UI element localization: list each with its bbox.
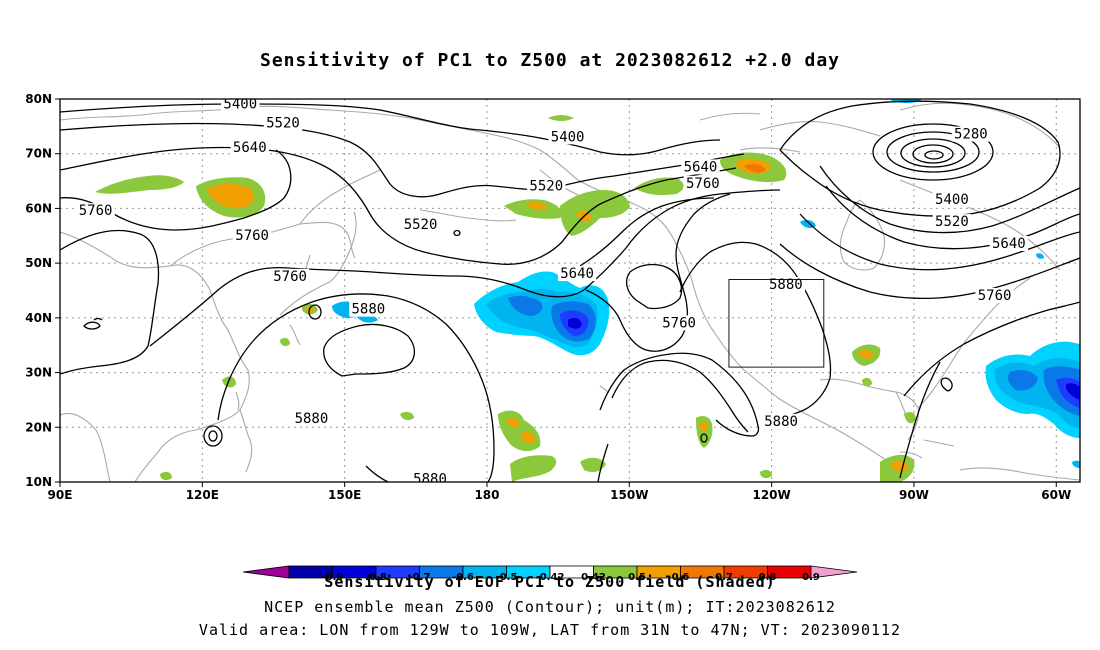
contour-label-bg <box>766 277 806 293</box>
lon-tick-label: 90W <box>899 488 929 502</box>
lon-tick-label: 150E <box>328 488 361 502</box>
caption-valid-area: Valid area: LON from 129W to 109W, LAT f… <box>198 621 902 639</box>
contour-label: 5760 <box>273 269 307 285</box>
contour-label: 5640 <box>684 159 718 175</box>
contour-label-bg <box>975 287 1014 303</box>
contour-label: 5400 <box>935 192 969 208</box>
contour-label-bg <box>548 129 587 145</box>
contour-label: 5760 <box>235 228 269 244</box>
contour-label-bg <box>681 159 720 175</box>
lat-tick-label: 40N <box>25 311 52 325</box>
contour-label-bg <box>76 203 115 219</box>
contour-label-bg <box>401 216 440 232</box>
lat-tick-label: 80N <box>25 92 52 106</box>
lon-tick-label: 180 <box>474 488 499 502</box>
colorbar-level-label: 0.42 <box>581 572 606 583</box>
colorbar-level-label: -0.9 <box>322 572 344 583</box>
contour-label: 5520 <box>935 214 969 230</box>
colorbar-labels: -0.9 -0.8 -0.7 -0.6 -0.5 -0.42 0.42 0.5 0.6 0.7 0.… <box>322 572 820 583</box>
contour-label-bg <box>221 99 260 112</box>
contour-label: 5880 <box>764 414 798 430</box>
colorbar <box>242 565 858 579</box>
colorbar-level-label: 0.7 <box>715 572 733 583</box>
contour-label: 5400 <box>551 129 585 145</box>
colorbar-level-label: 0.9 <box>802 572 820 583</box>
contour-label-bg <box>527 178 566 194</box>
contour-label-bg <box>410 471 450 482</box>
contour-label-bg <box>761 413 801 429</box>
colorbar-level-label: 0.5 <box>628 572 646 583</box>
contour-label-bg <box>349 301 388 317</box>
axis-ticks <box>55 98 1057 487</box>
contour-label-bg <box>659 315 699 331</box>
contour-label: 5640 <box>560 266 594 282</box>
contour-label: 5760 <box>686 176 720 192</box>
contour-label-bg <box>932 192 972 208</box>
contour-label: 5880 <box>769 277 803 293</box>
map-title: Sensitivity of PC1 to Z500 at 2023082612… <box>259 50 840 71</box>
lon-tick-label: 150W <box>610 488 648 502</box>
contour-label: 5640 <box>233 140 267 156</box>
lon-tick-label: 90E <box>48 488 73 502</box>
contour-label-bg <box>683 175 723 191</box>
colorbar-over-triangle <box>810 565 858 579</box>
contour-label: 5400 <box>223 96 257 112</box>
colorbar-level-label: 0.8 <box>759 572 777 583</box>
contour-label: 5520 <box>529 179 563 195</box>
colorbar-level-label: -0.42 <box>536 572 565 583</box>
contour-label-bg <box>230 140 269 156</box>
lon-tick-label: 120W <box>752 488 790 502</box>
lon-tick-label: 120E <box>186 488 219 502</box>
contour-label: 5760 <box>978 288 1012 304</box>
contour-labels: 5400552056405760576057605880588058805400… <box>76 96 1029 487</box>
valid-area-box <box>728 279 825 368</box>
lat-tick-label: 60N <box>25 201 52 215</box>
contour-label-bg <box>292 411 331 427</box>
sensitivity-shading <box>95 99 1080 482</box>
colorbar-level-label: -0.6 <box>452 572 474 583</box>
lon-axis-labels: 90E 120E 150E 180 150W 120W 90W 60W <box>48 488 1072 502</box>
contour-label: 5640 <box>992 236 1026 252</box>
contour-label-bg <box>951 126 991 142</box>
contour-label-bg <box>232 227 272 243</box>
contour-label: 5520 <box>404 217 438 233</box>
contour-label: 5760 <box>662 315 696 331</box>
contour-label: 5280 <box>954 127 988 143</box>
lat-tick-label: 10N <box>25 475 52 489</box>
lon-tick-label: 60W <box>1041 488 1071 502</box>
contour-label: 5880 <box>352 302 386 318</box>
lat-tick-label: 70N <box>25 147 52 161</box>
contour-label-bg <box>263 115 303 131</box>
z500-contours <box>60 100 1080 482</box>
contour-label-bg <box>932 214 972 230</box>
colorbar-level-label: -0.5 <box>496 572 518 583</box>
contour-label: 5880 <box>295 411 329 427</box>
contour-label: 5760 <box>79 203 113 219</box>
contour-label: 5880 <box>413 471 447 487</box>
contour-label-bg <box>557 266 597 282</box>
contour-label-bg <box>989 235 1029 251</box>
lat-tick-label: 30N <box>25 366 52 380</box>
lat-tick-label: 50N <box>25 256 52 270</box>
plot-frame <box>59 98 1081 483</box>
colorbar-level-label: -0.8 <box>365 572 387 583</box>
lat-tick-label: 20N <box>25 420 52 434</box>
contour-label-bg <box>270 268 310 284</box>
colorbar-level-label: 0.6 <box>672 572 690 583</box>
lat-axis-labels: 80N 70N 60N 50N 40N 30N 20N 10N <box>25 92 52 489</box>
caption-contour: NCEP ensemble mean Z500 (Contour); unit(… <box>264 598 836 616</box>
caption-shading: Sensitivity of EOF PC1 to Z500 field (Sh… <box>324 573 776 591</box>
colorbar-level-label: -0.7 <box>409 572 431 583</box>
contour-label: 5520 <box>266 116 300 132</box>
